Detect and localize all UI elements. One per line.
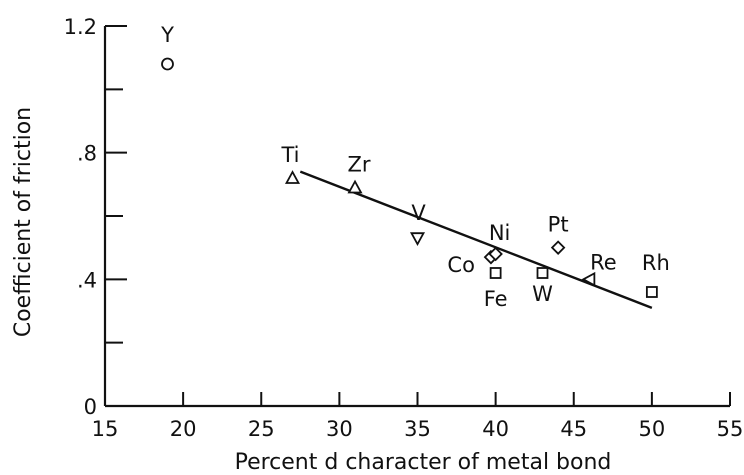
point-label-rh: Rh (642, 251, 670, 275)
marker-pt (550, 240, 566, 255)
x-tick-label: 40 (482, 417, 509, 441)
x-tick-label: 55 (717, 417, 744, 441)
point-label-ti: Ti (280, 143, 299, 167)
data-markers (161, 57, 658, 298)
marker-ni (488, 246, 503, 262)
marker-rh (645, 286, 658, 298)
x-axis-title: Percent d character of metal bond (235, 450, 612, 475)
plot-area: 15 20 25 30 35 40 45 50 55 0 .4 .8 1.2 Y Ti Zr V Co Ni Fe W… (64, 15, 744, 441)
point-label-zr: Zr (347, 153, 370, 177)
x-tick-label: 15 (92, 417, 119, 441)
point-label-pt: Pt (548, 213, 569, 237)
x-tick-label: 35 (404, 417, 431, 441)
axis-ticks (104, 25, 731, 407)
marker-re (581, 271, 596, 287)
point-label-fe: Fe (484, 287, 508, 311)
marker-zr (347, 179, 363, 194)
y-tick-label: 0 (84, 395, 97, 419)
x-tick-label: 50 (639, 417, 666, 441)
x-tick-label: 20 (170, 417, 197, 441)
marker-v (409, 232, 426, 247)
marker-ti (284, 170, 301, 184)
point-label-v: V (411, 201, 426, 225)
point-label-w: W (532, 282, 553, 306)
y-tick-label: 1.2 (64, 15, 97, 39)
marker-w (536, 267, 549, 279)
marker-y (161, 57, 174, 71)
y-tick-label: .8 (77, 142, 97, 166)
point-label-ni: Ni (489, 221, 511, 245)
point-labels: Y Ti Zr V Co Ni Fe W Pt Re Rh (160, 23, 670, 311)
x-tick-label: 30 (326, 417, 353, 441)
x-tick-label: 45 (560, 417, 587, 441)
axis-tick-labels: 15 20 25 30 35 40 45 50 55 0 .4 .8 1.2 (64, 15, 744, 441)
y-axis-title: Coefficient of friction (11, 107, 36, 337)
point-label-co: Co (447, 253, 475, 277)
point-label-re: Re (590, 250, 617, 274)
marker-fe (489, 267, 502, 279)
point-label-y: Y (160, 23, 174, 47)
y-tick-label: .4 (77, 268, 97, 292)
x-tick-label: 25 (248, 417, 275, 441)
